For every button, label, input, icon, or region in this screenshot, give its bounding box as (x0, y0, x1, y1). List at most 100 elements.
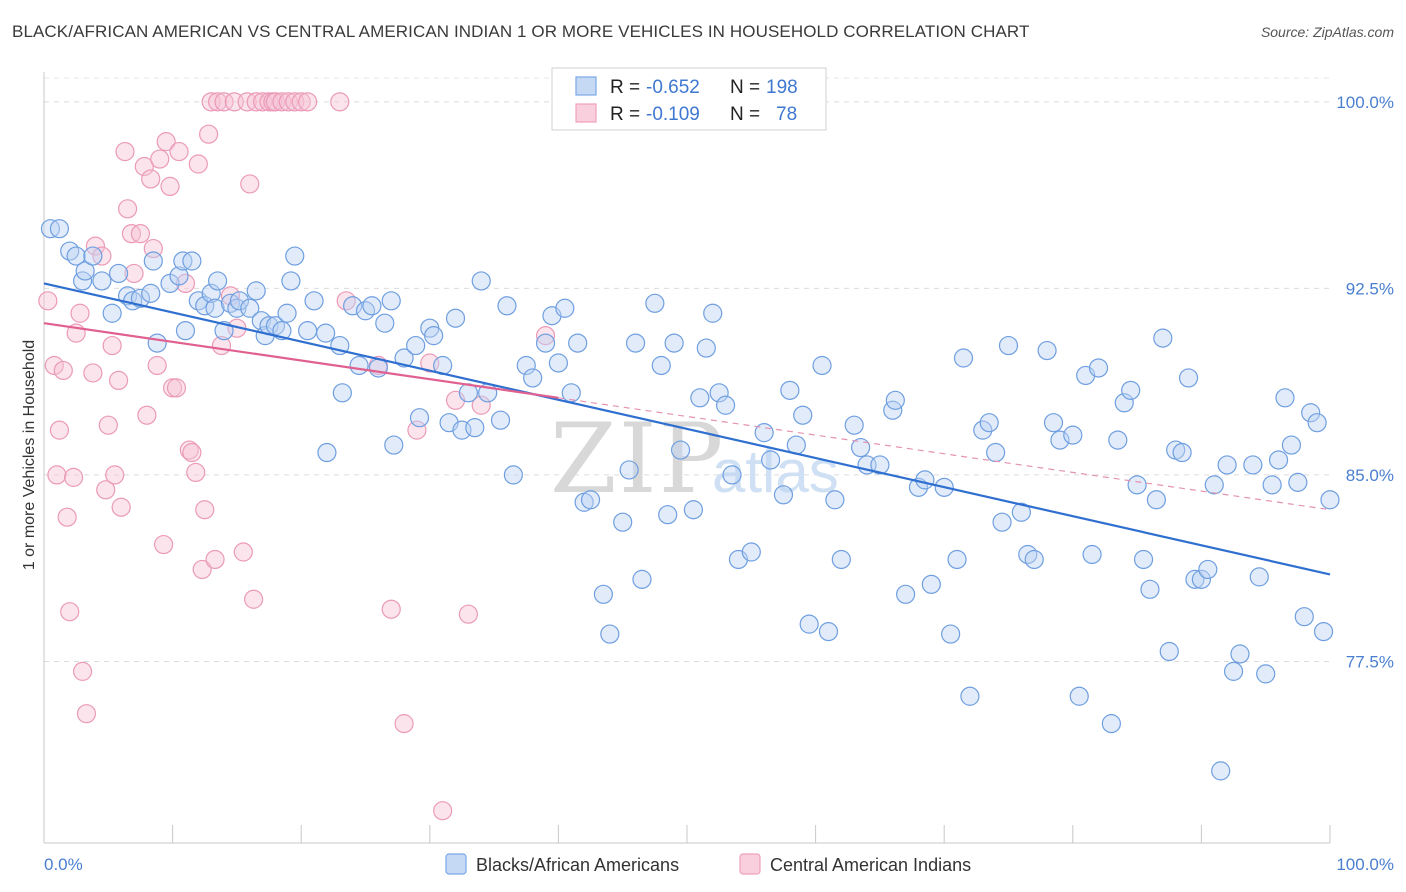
pink-point-50 (214, 92, 234, 112)
series-legend-label-blue: Blacks/African Americans (476, 855, 679, 875)
pink-point-54 (233, 542, 253, 562)
blue-point-160 (1217, 455, 1237, 475)
blue-point-145 (1121, 380, 1141, 400)
pink-point-5 (57, 507, 77, 527)
pink-point-72 (394, 714, 414, 734)
pink-point-34 (160, 176, 180, 197)
blue-point-128 (986, 442, 1006, 463)
pink-point-17 (102, 335, 122, 356)
pink-point-45 (199, 124, 219, 144)
blue-point-142 (1101, 714, 1121, 734)
blue-point-79 (580, 490, 601, 510)
pink-point-33 (156, 132, 176, 152)
pink-point-57 (244, 589, 264, 609)
blue-point-134 (1037, 340, 1057, 361)
pink-point-21 (115, 141, 135, 162)
blue-point-125 (960, 686, 980, 706)
pink-point-7 (63, 467, 84, 487)
blue-point-53 (384, 435, 404, 455)
blue-point-23 (201, 283, 221, 303)
legend-n-label-1: N = (730, 77, 760, 98)
blue-point-174 (1313, 621, 1334, 642)
blue-point-163 (1243, 455, 1263, 475)
blue-point-93 (696, 338, 716, 358)
blue-point-117 (896, 584, 916, 604)
pink-point-43 (192, 559, 212, 580)
blue-point-168 (1275, 388, 1295, 408)
pink-point-39 (179, 440, 199, 460)
pink-point-24 (124, 263, 144, 284)
pink-point-79 (535, 326, 556, 346)
pink-point-11 (76, 704, 97, 724)
x-tick-labels: 0.0% 100.0% (44, 855, 1394, 874)
pink-point-9 (70, 303, 90, 323)
pink-point-4 (53, 360, 73, 381)
blue-point-5 (75, 261, 95, 281)
blue-point-38 (281, 271, 301, 291)
blue-point-30 (240, 298, 260, 318)
blue-point-50 (368, 358, 388, 378)
blue-point-99 (741, 542, 761, 562)
pink-point-3 (49, 420, 70, 440)
series-blacks-african-americans (40, 219, 1340, 781)
chart-source: Source: ZipAtlas.com (1260, 24, 1394, 40)
blue-point-141 (1088, 358, 1109, 378)
y-tick-labels: 77.5% 85.0% 92.5% 100.0% (1336, 93, 1394, 672)
pink-point-19 (108, 370, 129, 390)
pink-point-48 (208, 92, 228, 112)
pink-point-25 (130, 224, 151, 244)
blue-point-156 (1191, 569, 1212, 589)
legend-n-label-2: N = (730, 104, 760, 125)
blue-point-105 (793, 405, 813, 425)
blue-point-126 (973, 420, 993, 440)
blue-point-103 (780, 380, 800, 400)
blue-point-6 (83, 246, 103, 266)
blue-point-45 (332, 383, 352, 403)
blue-point-123 (947, 549, 967, 570)
blue-point-24 (205, 298, 225, 318)
blue-point-89 (664, 333, 684, 353)
series-legend-label-pink: Central American Indians (770, 855, 971, 875)
pink-point-20 (111, 497, 131, 517)
pink-point-56 (240, 174, 260, 194)
trend-lines (43, 282, 1331, 576)
blue-point-40 (298, 321, 318, 341)
blue-point-90 (670, 440, 691, 460)
pink-point-71 (381, 599, 401, 619)
pink-point-2 (47, 465, 67, 485)
blue-point-114 (870, 455, 890, 475)
blue-point-83 (619, 460, 639, 480)
blue-point-14 (143, 251, 163, 271)
blue-point-41 (304, 291, 324, 311)
series-legend-swatch-pink (739, 853, 761, 875)
blue-point-137 (1063, 425, 1083, 445)
pink-point-1 (44, 355, 64, 376)
blue-point-49 (362, 296, 382, 316)
blue-point-56 (409, 408, 430, 428)
blue-point-148 (1140, 579, 1160, 599)
pink-point-37 (169, 141, 189, 162)
x-tick-label-max: 100.0% (1336, 855, 1394, 874)
blue-point-120 (921, 574, 941, 594)
blue-point-161 (1223, 661, 1244, 681)
blue-point-131 (1011, 502, 1031, 522)
blue-point-108 (818, 621, 839, 642)
legend-r-label-1: R = (610, 77, 640, 98)
y-tick-label-3: 100.0% (1336, 93, 1394, 112)
x-tick-label-min: 0.0% (44, 855, 83, 874)
blue-point-17 (169, 266, 189, 286)
blue-point-146 (1127, 475, 1147, 495)
blue-point-173 (1307, 413, 1327, 433)
blue-point-95 (709, 383, 729, 403)
blue-point-159 (1211, 761, 1231, 781)
trend-line-blue (43, 282, 1331, 576)
pink-point-73 (407, 420, 427, 440)
blue-point-86 (645, 293, 665, 313)
pink-point-16 (98, 415, 118, 435)
pink-point-44 (195, 500, 215, 520)
watermark-zip: ZIP (550, 403, 725, 515)
blue-point-149 (1146, 490, 1166, 510)
blue-point-51 (375, 313, 395, 333)
blue-point-82 (613, 512, 633, 532)
